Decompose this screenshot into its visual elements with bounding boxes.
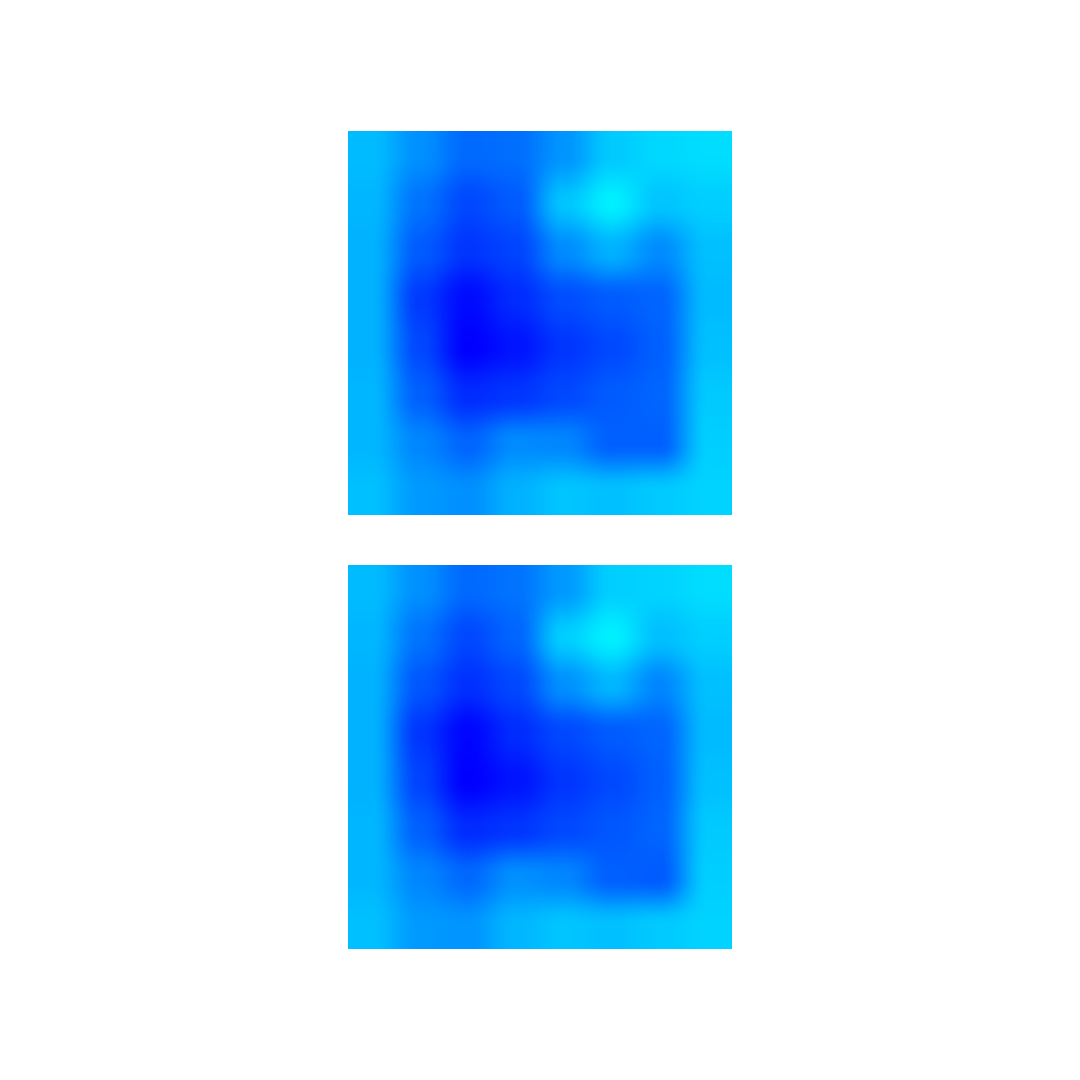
heatmap-top <box>348 131 732 515</box>
heatmap-panel-top <box>348 131 732 515</box>
heatmap-panel-bottom <box>348 565 732 949</box>
heatmap-bottom <box>348 565 732 949</box>
